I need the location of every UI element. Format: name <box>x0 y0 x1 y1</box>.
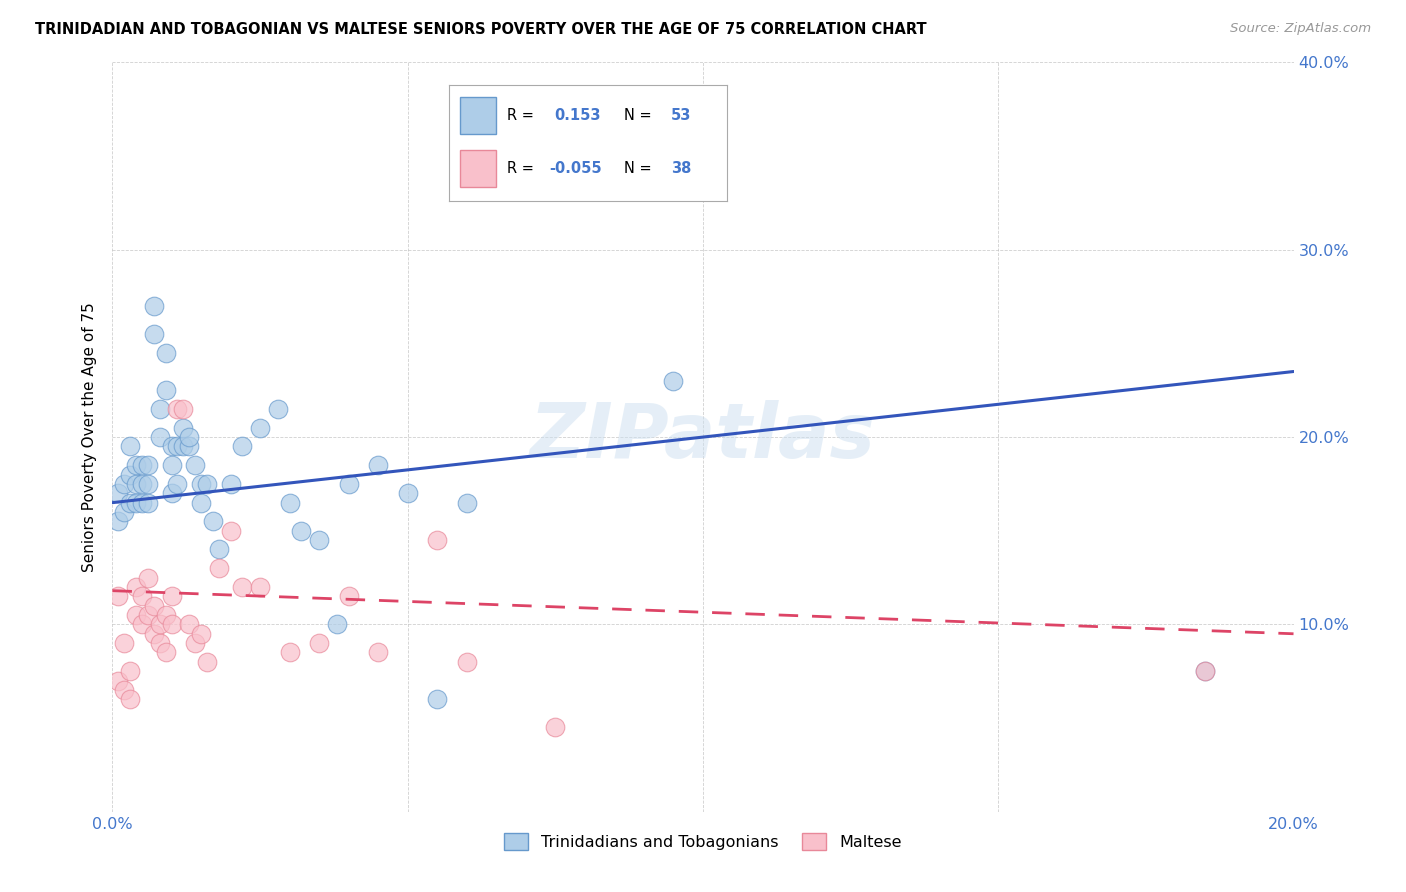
Point <box>149 430 172 444</box>
Point <box>544 721 567 735</box>
Point <box>149 617 172 632</box>
Point <box>112 505 135 519</box>
Point <box>166 476 188 491</box>
Point <box>219 476 242 491</box>
Point <box>308 636 330 650</box>
Point <box>120 467 142 482</box>
Point <box>120 496 142 510</box>
Point <box>1194 664 1216 679</box>
Point <box>231 580 253 594</box>
Point <box>456 655 478 669</box>
Point <box>136 571 159 585</box>
Point <box>160 617 183 632</box>
Legend: Trinidadians and Tobagonians, Maltese: Trinidadians and Tobagonians, Maltese <box>498 827 908 856</box>
Point <box>160 458 183 473</box>
Point <box>195 655 218 669</box>
Point <box>267 401 290 416</box>
Point <box>172 421 194 435</box>
Point <box>278 646 301 660</box>
Point <box>172 440 194 453</box>
Point <box>219 524 242 538</box>
Point <box>426 533 449 547</box>
Point <box>112 476 135 491</box>
Point <box>136 496 159 510</box>
Point <box>160 440 183 453</box>
Point <box>337 590 360 604</box>
Point <box>278 496 301 510</box>
Point <box>208 542 231 557</box>
Point <box>131 617 153 632</box>
Point <box>179 440 201 453</box>
Point <box>396 486 419 500</box>
Point <box>125 458 148 473</box>
Point <box>326 617 349 632</box>
Point <box>120 692 142 706</box>
Point <box>131 496 153 510</box>
Point <box>120 440 142 453</box>
Text: Source: ZipAtlas.com: Source: ZipAtlas.com <box>1230 22 1371 36</box>
Point <box>125 580 148 594</box>
Point <box>231 440 253 453</box>
Point <box>136 458 159 473</box>
Point <box>515 168 537 182</box>
Point <box>172 401 194 416</box>
Point <box>308 533 330 547</box>
Point <box>184 458 207 473</box>
Point <box>179 430 201 444</box>
Point <box>142 599 165 613</box>
Point <box>155 608 177 623</box>
Point <box>120 664 142 679</box>
Point <box>367 458 389 473</box>
Point <box>155 345 177 359</box>
Point <box>249 421 271 435</box>
Point <box>107 673 129 688</box>
Point <box>290 524 312 538</box>
Point <box>337 476 360 491</box>
Point <box>131 458 153 473</box>
Point <box>155 384 177 398</box>
Point <box>131 590 153 604</box>
Point <box>136 608 159 623</box>
Point <box>125 476 148 491</box>
Point <box>662 374 685 388</box>
Point <box>1194 664 1216 679</box>
Point <box>160 590 183 604</box>
Point <box>112 683 135 698</box>
Point <box>190 496 212 510</box>
Point <box>136 476 159 491</box>
Point <box>112 636 135 650</box>
Point <box>190 476 212 491</box>
Point <box>125 496 148 510</box>
Point <box>125 608 148 623</box>
Text: TRINIDADIAN AND TOBAGONIAN VS MALTESE SENIORS POVERTY OVER THE AGE OF 75 CORRELA: TRINIDADIAN AND TOBAGONIAN VS MALTESE SE… <box>35 22 927 37</box>
Point <box>426 692 449 706</box>
Point <box>166 440 188 453</box>
Point <box>107 486 129 500</box>
Point <box>131 476 153 491</box>
Text: ZIPatlas: ZIPatlas <box>530 401 876 474</box>
Point <box>142 626 165 640</box>
Point <box>107 514 129 528</box>
Y-axis label: Seniors Poverty Over the Age of 75: Seniors Poverty Over the Age of 75 <box>82 302 97 572</box>
Point <box>249 580 271 594</box>
Point <box>166 401 188 416</box>
Point <box>195 476 218 491</box>
Point <box>155 646 177 660</box>
Point <box>201 514 224 528</box>
Point <box>142 299 165 313</box>
Point <box>149 636 172 650</box>
Point <box>179 617 201 632</box>
Point <box>367 646 389 660</box>
Point <box>208 561 231 575</box>
Point <box>142 326 165 341</box>
Point <box>456 496 478 510</box>
Point <box>160 486 183 500</box>
Point <box>190 626 212 640</box>
Point <box>149 401 172 416</box>
Point <box>184 636 207 650</box>
Point <box>107 590 129 604</box>
